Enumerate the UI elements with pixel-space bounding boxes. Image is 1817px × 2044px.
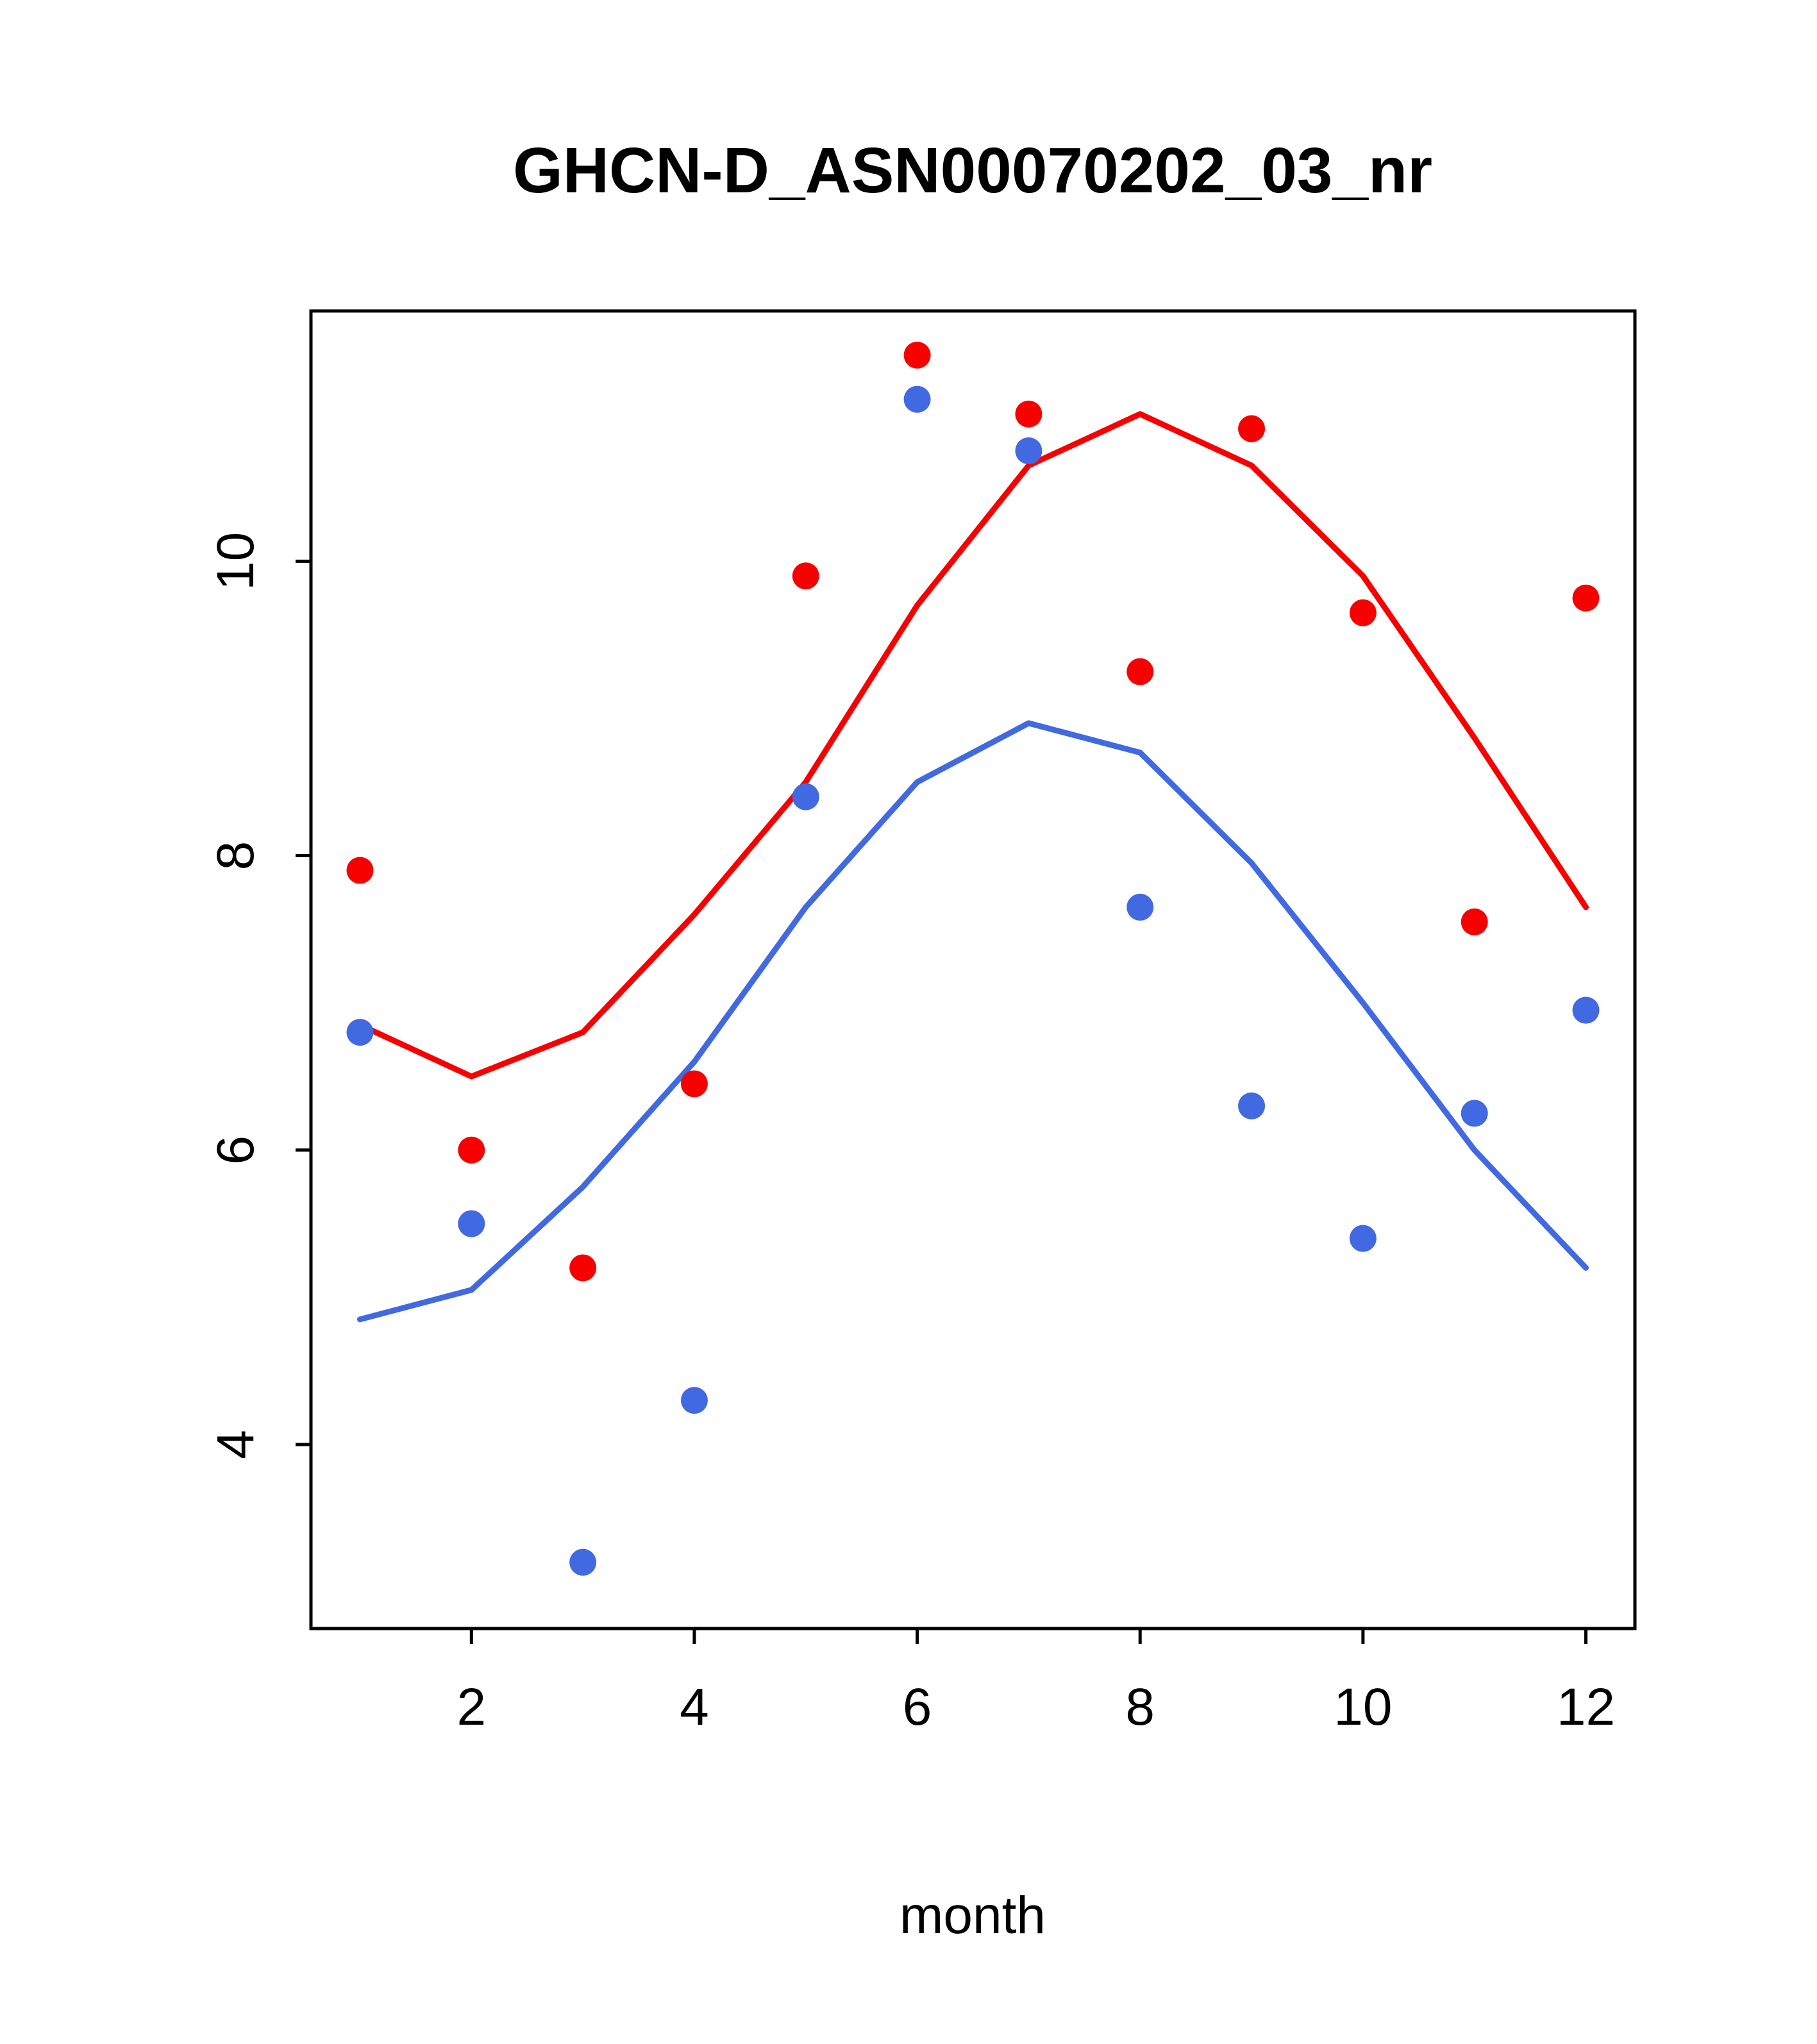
blue-points-marker [792,783,819,810]
red-points-marker [1126,658,1154,685]
red-points-marker [458,1136,485,1164]
red-points-marker [1015,400,1042,428]
blue-points-marker [1015,437,1042,465]
x-tick-label: 8 [1125,1678,1155,1736]
red-points [346,341,1600,1282]
y-tick-label: 8 [206,841,265,871]
red-points-marker [1461,908,1488,935]
x-axis-ticks: 2 4 6 8 10 12 [456,1629,1615,1736]
x-tick-label: 10 [1334,1678,1392,1736]
red-points-marker [1572,584,1600,612]
red-line [356,411,1589,1080]
red-points-marker [1238,415,1266,442]
x-tick-label: 12 [1557,1678,1615,1736]
blue-points-marker [1126,893,1154,921]
y-tick-label: 4 [206,1430,265,1459]
blue-line [356,720,1589,1323]
red-points-marker [346,857,374,884]
plot-area [309,309,1637,1630]
red-points-marker [680,1070,708,1098]
blue-points-marker [1349,1225,1377,1252]
blue-points-marker [680,1387,708,1414]
y-axis-ticks: 4 6 8 10 [206,532,311,1459]
y-tick-label: 6 [206,1135,265,1165]
x-tick-label: 2 [456,1678,486,1736]
blue-points-marker [903,385,931,413]
y-tick-label: 10 [206,532,265,591]
red-points-marker [792,562,819,590]
chart-title: GHCN-D_ASN00070202_03_nr [513,135,1432,206]
x-tick-label: 6 [903,1678,932,1736]
blue-points-marker [1238,1092,1266,1119]
blue-points-marker [346,1019,374,1046]
x-axis-label: month [900,1886,1046,1945]
blue-points-marker [458,1210,485,1237]
blue-points-marker [1572,996,1600,1024]
blue-points-marker [569,1548,597,1576]
red-points-marker [1349,599,1377,626]
data-series [346,341,1600,1576]
red-points-marker [569,1254,597,1282]
blue-points [346,385,1600,1576]
x-tick-label: 4 [680,1678,709,1736]
blue-points-marker [1461,1100,1488,1127]
red-points-marker [903,341,931,369]
